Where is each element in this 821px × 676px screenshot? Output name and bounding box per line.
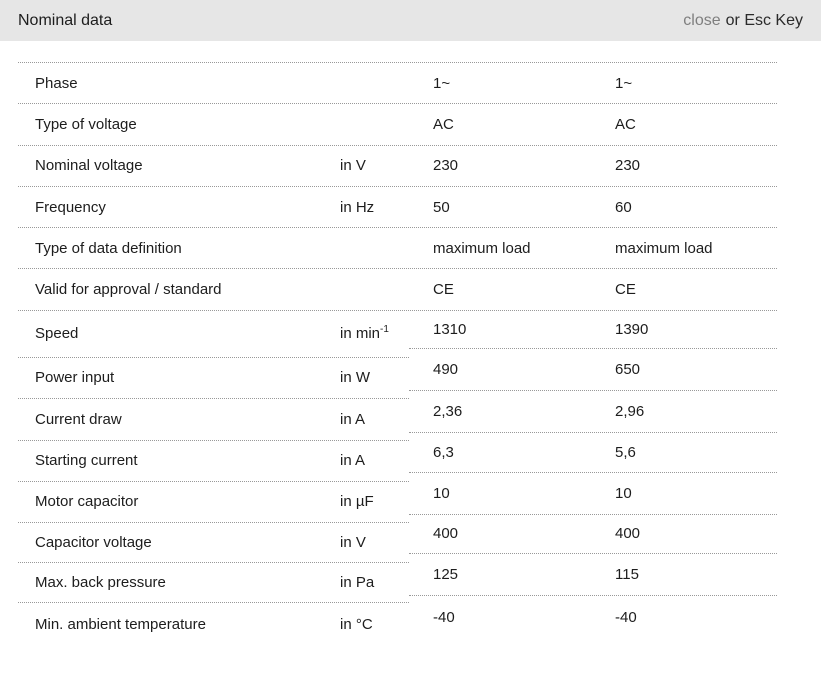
row-value-2: 5,6 bbox=[615, 443, 636, 461]
table-section-split: Speed in min-1 Power input in W Current … bbox=[18, 311, 777, 647]
row-value-1: AC bbox=[433, 115, 454, 133]
table-row-max-back-pressure-values: 125 115 bbox=[409, 554, 777, 596]
row-value-1: 2,36 bbox=[433, 402, 463, 420]
row-unit: in V bbox=[340, 533, 366, 551]
close-controls: close or Esc Key bbox=[683, 12, 803, 30]
table-row-current-draw-values: 2,36 2,96 bbox=[409, 391, 777, 433]
row-value-2: CE bbox=[615, 281, 636, 299]
row-label: Current draw bbox=[35, 410, 122, 428]
row-label: Frequency bbox=[35, 198, 106, 216]
row-unit: in Hz bbox=[340, 198, 375, 216]
table-row-power-input: Power input in W bbox=[18, 358, 409, 399]
table-row-nominal-voltage: Nominal voltage in V 230 230 bbox=[18, 146, 777, 187]
row-unit: in W bbox=[340, 369, 370, 387]
table-row-speed-values: 1310 1390 bbox=[409, 311, 777, 349]
table-row-frequency: Frequency in Hz 50 60 bbox=[18, 187, 777, 229]
row-value-2: -40 bbox=[615, 609, 637, 627]
unit-superscript: -1 bbox=[380, 324, 389, 336]
row-value-2: 2,96 bbox=[615, 402, 645, 420]
labels-unit-column-group: Speed in min-1 Power input in W Current … bbox=[18, 311, 409, 647]
table-row-min-ambient-temperature-values: -40 -40 bbox=[409, 596, 777, 640]
row-label: Capacitor voltage bbox=[35, 533, 152, 551]
table-row-starting-current-values: 6,3 5,6 bbox=[409, 433, 777, 473]
row-value-2: 650 bbox=[615, 360, 641, 378]
row-value-1: -40 bbox=[433, 609, 455, 627]
table-section-full-width: Phase 1~ 1~ Type of voltage AC AC Nomina… bbox=[18, 62, 777, 311]
row-label: Power input bbox=[35, 369, 115, 387]
values-column-group: 1310 1390 490 650 2,36 2,96 6,3 5,6 10 1… bbox=[409, 311, 777, 640]
row-value-2: 60 bbox=[615, 198, 632, 216]
row-label: Valid for approval / standard bbox=[35, 281, 222, 299]
table-row-type-of-data-definition: Type of data definition maximum load max… bbox=[18, 228, 777, 270]
row-value-2: AC bbox=[615, 115, 636, 133]
table-row-min-ambient-temperature: Min. ambient temperature in °C bbox=[18, 603, 409, 647]
row-value-1: 400 bbox=[433, 525, 459, 543]
row-label: Min. ambient temperature bbox=[35, 616, 206, 634]
row-unit: in min-1 bbox=[340, 324, 409, 343]
row-value-2: 10 bbox=[615, 484, 632, 502]
dialog-title: Nominal data bbox=[18, 11, 113, 29]
row-label: Nominal voltage bbox=[35, 157, 143, 175]
table-row-max-back-pressure: Max. back pressure in Pa bbox=[18, 563, 409, 603]
row-unit: in V bbox=[340, 157, 366, 175]
row-value-1: 50 bbox=[433, 198, 450, 216]
row-value-1: CE bbox=[433, 281, 454, 299]
row-value-1: 6,3 bbox=[433, 443, 454, 461]
table-row-power-input-values: 490 650 bbox=[409, 349, 777, 391]
row-value-2: 400 bbox=[615, 525, 641, 543]
row-value-2: 1~ bbox=[615, 74, 633, 92]
row-label: Type of voltage bbox=[35, 115, 137, 133]
row-value-1: 230 bbox=[433, 157, 459, 175]
table-row-motor-capacitor: Motor capacitor in µF bbox=[18, 482, 409, 523]
table-row-motor-capacitor-values: 10 10 bbox=[409, 473, 777, 515]
table-row-capacitor-voltage: Capacitor voltage in V bbox=[18, 523, 409, 563]
close-button[interactable]: close bbox=[683, 11, 721, 29]
table-row-type-of-voltage: Type of voltage AC AC bbox=[18, 104, 777, 146]
table-row-capacitor-voltage-values: 400 400 bbox=[409, 515, 777, 554]
table-row-speed: Speed in min-1 bbox=[18, 311, 409, 358]
row-value-2: 230 bbox=[615, 157, 641, 175]
row-value-2: 1390 bbox=[615, 320, 649, 338]
row-unit: in µF bbox=[340, 493, 374, 511]
row-value-1: 10 bbox=[433, 484, 450, 502]
unit-text: in min bbox=[340, 325, 381, 343]
row-value-1: 125 bbox=[433, 565, 459, 583]
row-label: Motor capacitor bbox=[35, 493, 139, 511]
row-value-1: 1~ bbox=[433, 74, 451, 92]
table-row-phase: Phase 1~ 1~ bbox=[18, 63, 777, 105]
row-value-2: 115 bbox=[615, 565, 639, 583]
dialog-titlebar: Nominal data close or Esc Key bbox=[0, 0, 821, 41]
row-label: Phase bbox=[35, 74, 78, 92]
table-row-valid-for-approval: Valid for approval / standard CE CE bbox=[18, 269, 777, 311]
table-row-current-draw: Current draw in A bbox=[18, 399, 409, 441]
row-unit: in Pa bbox=[340, 573, 375, 591]
nominal-data-table: Phase 1~ 1~ Type of voltage AC AC Nomina… bbox=[18, 62, 777, 647]
row-label: Type of data definition bbox=[35, 239, 182, 257]
row-value-1: 1310 bbox=[433, 320, 467, 338]
row-value-2: maximum load bbox=[615, 239, 713, 257]
row-label: Max. back pressure bbox=[35, 573, 166, 591]
table-row-starting-current: Starting current in A bbox=[18, 441, 409, 482]
row-label: Speed bbox=[35, 325, 79, 343]
row-unit: in A bbox=[340, 452, 366, 470]
row-value-1: maximum load bbox=[433, 239, 531, 257]
row-unit: in °C bbox=[340, 616, 373, 634]
row-value-1: 490 bbox=[433, 360, 459, 378]
esc-key-hint: or Esc Key bbox=[725, 11, 803, 29]
row-unit: in A bbox=[340, 410, 366, 428]
row-label: Starting current bbox=[35, 452, 138, 470]
